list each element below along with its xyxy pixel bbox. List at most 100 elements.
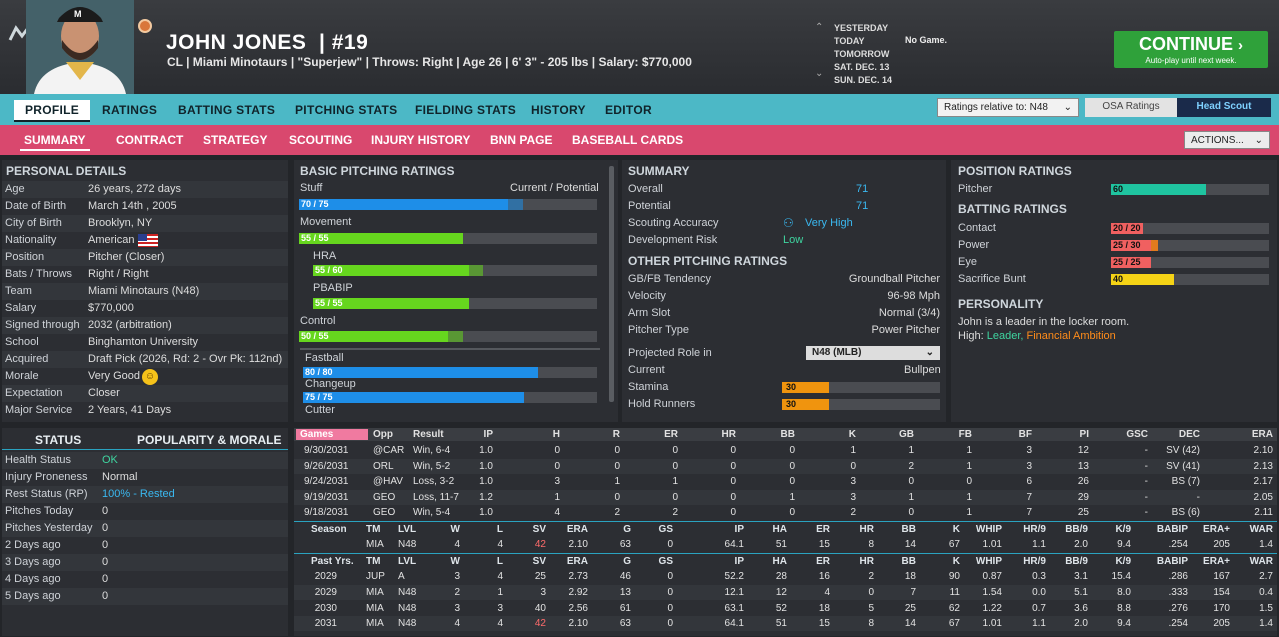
row-stripe: [2, 385, 288, 402]
tab-baseball-cards[interactable]: BASEBALL CARDS: [572, 133, 684, 147]
baseball-icon: [138, 19, 152, 33]
season-col-header: ERA+: [1203, 524, 1230, 535]
tab-bnn-page[interactable]: BNN PAGE: [490, 133, 553, 147]
game-cell: GEO: [373, 507, 396, 518]
detail-value: American: [88, 234, 135, 246]
row-stripe: [294, 458, 1277, 474]
osa-ratings-toggle[interactable]: OSA Ratings: [1085, 98, 1177, 117]
past-col-header: WAR: [1249, 556, 1273, 567]
schedule-day[interactable]: TODAY: [834, 36, 865, 46]
row-stripe: [294, 616, 1277, 632]
past-cell: 40: [534, 602, 546, 614]
detail-label: Position: [5, 251, 45, 263]
tab-fielding-stats[interactable]: FIELDING STATS: [415, 103, 517, 117]
game-cell: 0: [730, 507, 736, 518]
table-divider: [294, 553, 1277, 554]
ratings-scrollbar[interactable]: [609, 166, 614, 402]
game-cell: 0: [672, 491, 678, 503]
smiley-icon: ☺: [142, 369, 158, 385]
tab-batting-stats[interactable]: BATTING STATS: [178, 103, 276, 117]
schedule-day[interactable]: YESTERDAY: [834, 23, 889, 33]
chevron-right-icon: ›: [1238, 37, 1243, 54]
projected-role-label: Projected Role in: [628, 347, 712, 359]
current-potential-label: Current / Potential: [510, 182, 599, 194]
projected-role-select[interactable]: N48 (MLB) ⌄: [806, 346, 940, 360]
summary-label: Development Risk: [628, 234, 718, 246]
past-cell: N48: [398, 618, 417, 630]
past-cell: 2.0: [1074, 618, 1088, 630]
status-label: 2 Days ago: [5, 539, 61, 551]
games-col-header: K: [848, 429, 856, 440]
past-cell: 170: [1213, 602, 1230, 614]
head-scout-toggle[interactable]: Head Scout: [1177, 98, 1271, 117]
detail-label: School: [5, 336, 39, 348]
tab-strategy[interactable]: STRATEGY: [203, 133, 268, 147]
basic-pitching-title: BASIC PITCHING RATINGS: [300, 164, 455, 178]
past-col-header: K/9: [1115, 556, 1131, 567]
detail-label: Team: [5, 285, 32, 297]
tab-profile[interactable]: PROFILE: [14, 100, 91, 122]
past-cell: 3: [454, 571, 460, 582]
game-cell: SV (41): [1166, 460, 1200, 472]
batting-ratings-title: BATTING RATINGS: [958, 202, 1067, 216]
rating-label: PBABIP: [313, 282, 353, 294]
game-cell: 1.0: [479, 445, 493, 456]
tab-scouting[interactable]: SCOUTING: [289, 133, 353, 147]
season-col-header: Season: [311, 524, 347, 535]
past-cell: 2.92: [568, 586, 588, 598]
schedule-day[interactable]: TOMORROW: [834, 49, 890, 59]
today-note: No Game.: [905, 35, 948, 45]
past-cell: 63: [619, 618, 631, 630]
continue-subtitle: Auto-play until next week.: [1145, 56, 1237, 65]
detail-value[interactable]: Binghamton University: [88, 336, 199, 348]
games-col-header[interactable]: Games: [300, 429, 334, 440]
past-cell: 0.7: [1032, 602, 1046, 614]
tab-ratings[interactable]: RATINGS: [102, 103, 158, 117]
tab-summary[interactable]: SUMMARY: [20, 133, 90, 151]
chevron-down-icon[interactable]: ⌄: [815, 68, 824, 79]
tab-history[interactable]: HISTORY: [531, 103, 586, 117]
game-cell: 1: [966, 491, 972, 503]
past-cell: 51: [775, 618, 787, 630]
status-value: 100% - Rested: [102, 488, 175, 500]
sub-tabs: SUMMARY CONTRACT STRATEGY SCOUTING INJUR…: [0, 125, 1279, 155]
chevron-down-icon: ⌄: [1063, 102, 1072, 113]
chevron-up-icon[interactable]: ⌃: [815, 22, 824, 33]
row-stripe: [2, 249, 288, 266]
ratings-relative-select[interactable]: Ratings relative to: N48 ⌄: [937, 98, 1079, 117]
past-col-header: HR: [859, 556, 874, 567]
schedule-day[interactable]: SAT. DEC. 13: [834, 62, 890, 72]
tab-editor[interactable]: EDITOR: [605, 103, 652, 117]
actions-dropdown[interactable]: ACTIONS... ⌄: [1184, 131, 1270, 149]
detail-value[interactable]: Miami Minotaurs (N48): [88, 285, 200, 297]
past-cell: 12: [775, 586, 787, 598]
past-cell: .333: [1168, 586, 1188, 598]
past-col-header: BB/9: [1065, 556, 1088, 567]
status-label: 4 Days ago: [5, 573, 61, 585]
games-filter-select[interactable]: [296, 429, 368, 440]
popularity-morale-title[interactable]: POPULARITY & MORALE: [137, 433, 282, 447]
table-divider: [294, 521, 1277, 522]
tab-injury-history[interactable]: INJURY HISTORY: [371, 133, 471, 147]
detail-value: Brooklyn, NY: [88, 217, 153, 229]
past-cell: 52: [775, 602, 787, 614]
row-stripe: [2, 317, 288, 334]
pitch-fastball-current-fill: [303, 367, 539, 378]
past-cell: 14: [904, 618, 916, 630]
tab-contract[interactable]: CONTRACT: [116, 133, 184, 147]
tab-pitching-stats[interactable]: PITCHING STATS: [295, 103, 398, 117]
detail-value: March 14th , 2005: [88, 200, 177, 212]
game-cell: 0: [554, 445, 560, 456]
past-col-header: Past Yrs.: [311, 556, 354, 567]
schedule-day[interactable]: SUN. DEC. 14: [834, 75, 893, 85]
batting-bar: 25 / 30: [1111, 240, 1269, 251]
continue-button[interactable]: CONTINUE › Auto-play until next week.: [1114, 31, 1268, 68]
season-col-header: WHIP: [975, 524, 1002, 535]
past-cell: 4: [497, 571, 503, 582]
game-cell: 0: [730, 491, 736, 503]
past-col-header: ER: [816, 556, 830, 567]
rating-label: HRA: [313, 250, 337, 262]
game-cell: 1.2: [479, 491, 493, 503]
detail-label: Salary: [5, 302, 37, 314]
hold-runners-bar: 30: [782, 399, 940, 410]
